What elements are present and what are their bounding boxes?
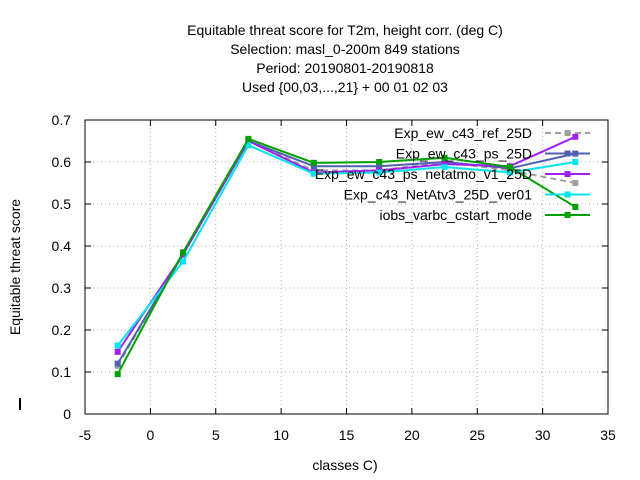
chart-title: Equitable threat score for T2m, height c… (187, 22, 503, 95)
data-point (376, 163, 383, 170)
y-tick-label: 0.6 (52, 154, 72, 170)
legend-label: Exp_ew_c43_ref_25D (394, 125, 532, 141)
data-point (506, 164, 513, 171)
series-line (116, 137, 576, 375)
data-point (114, 348, 121, 355)
x-tick-label: 25 (469, 427, 485, 443)
data-point (310, 163, 317, 170)
x-tick-label: 35 (600, 427, 616, 443)
data-point (310, 159, 317, 166)
legend-label: Exp_c43_NetAtv3_25D_ver01 (344, 187, 533, 203)
legend-marker (564, 212, 571, 218)
y-tick-label: 0.2 (52, 322, 72, 338)
legend-label: iobs_varbc_cstart_mode (379, 207, 532, 223)
x-tick-label: -5 (79, 427, 92, 443)
data-point (114, 342, 121, 349)
x-tick-label: 30 (535, 427, 551, 443)
legend-label: Exp_ew_c43_ps_25D (396, 146, 532, 162)
legend: Exp_ew_c43_ref_25D Exp_ew_c43_ps_25D Exp_e… (315, 125, 590, 223)
x-tick-label: 20 (404, 427, 420, 443)
x-axis-label: classes C) (312, 457, 377, 473)
data-point (441, 154, 448, 161)
y-tick-label: 0.4 (52, 238, 72, 254)
data-point (245, 142, 252, 149)
data-point (180, 249, 187, 256)
data-point (114, 360, 121, 367)
grid (85, 120, 608, 414)
data-point (376, 169, 383, 176)
y-tick-label: 0.1 (52, 364, 72, 380)
data-point (114, 371, 121, 378)
y-axis-label: Equitable threat score (7, 199, 23, 335)
legend-marker (564, 171, 571, 177)
data-point (572, 159, 579, 165)
data-point (376, 159, 383, 165)
legend-marker (564, 191, 571, 198)
data-point (572, 203, 579, 210)
y-tick-label: 0.7 (52, 112, 72, 128)
x-tick-label: 10 (273, 427, 289, 443)
legend-label: Exp_ew_c43_ps_netatmo_v1_25D (315, 166, 532, 182)
y-tick-label: 0.3 (52, 280, 72, 296)
title-line: Used {00,03,...,21} + 00 01 02 03 (242, 79, 448, 95)
x-tick-label: 5 (212, 427, 220, 443)
axis-ticks: -5 0 5 10 15 20 25 30 35 0 0.1 0.2 0.3 0.4 0.5 0.6 0.7 (52, 112, 616, 443)
data-point (245, 135, 252, 142)
data-point (572, 180, 579, 186)
legend-marker (564, 150, 571, 157)
data-point (506, 169, 513, 176)
title-line: Equitable threat score for T2m, height c… (187, 22, 503, 38)
y-tick-label: 0 (63, 406, 71, 422)
legend-marker (564, 130, 571, 136)
y-tick-label: 0.5 (52, 196, 72, 212)
series-lines (114, 133, 579, 378)
title-line: Selection: masl_0-200m 849 stations (230, 41, 460, 57)
series-line (116, 143, 576, 347)
data-point (180, 258, 187, 265)
data-point (310, 170, 317, 177)
data-point (441, 164, 448, 171)
title-line: Period: 20190801-20190818 (256, 60, 434, 76)
data-point (572, 133, 579, 140)
x-tick-label: 15 (339, 427, 355, 443)
x-tick-label: 0 (146, 427, 154, 443)
